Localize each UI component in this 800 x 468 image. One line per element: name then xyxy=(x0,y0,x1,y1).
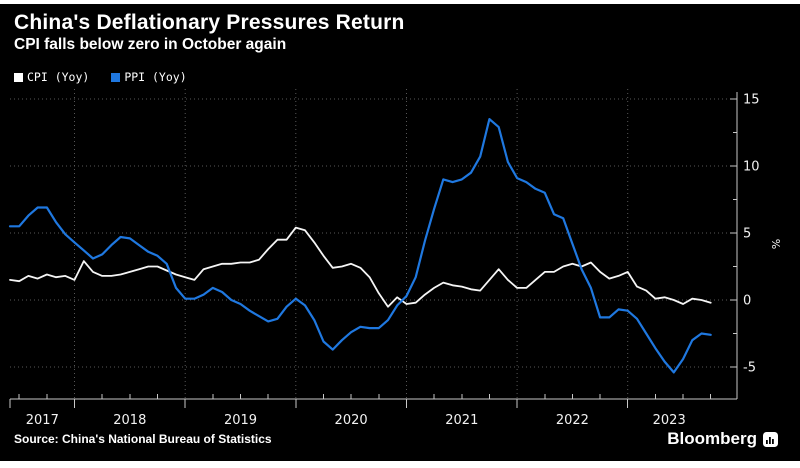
legend-label-cpi: CPI (Yoy) xyxy=(27,70,90,84)
y-tick-label: 5 xyxy=(743,227,751,242)
legend: CPI (Yoy) PPI (Yoy) xyxy=(14,70,187,84)
legend-item-ppi: PPI (Yoy) xyxy=(111,70,187,84)
x-tick-label: 2021 xyxy=(445,413,478,428)
gridlines xyxy=(10,89,737,399)
cpi-line xyxy=(9,226,712,308)
x-tick-label: 2023 xyxy=(653,413,686,428)
chart-subtitle: CPI falls below zero in October again xyxy=(14,36,287,53)
data-lines xyxy=(8,117,712,374)
y-tick-label: -5 xyxy=(743,361,756,376)
chart-title: China's Deflationary Pressures Return xyxy=(14,11,405,34)
axes xyxy=(10,92,738,400)
legend-label-ppi: PPI (Yoy) xyxy=(124,70,187,84)
legend-item-cpi: CPI (Yoy) xyxy=(14,70,89,84)
y-tick-label: 0 xyxy=(743,294,751,309)
x-tick-label: 2020 xyxy=(335,413,368,428)
x-tick-label: 2017 xyxy=(26,413,59,428)
x-tick-label: 2018 xyxy=(113,413,146,428)
chart-card: 15 10 5 0 -5% 2017 2018 2019 2020 2021 2022 2023 Ch… xyxy=(0,4,800,461)
axis-ticks xyxy=(9,98,737,408)
source-note: Source: China's National Bureau of Stati… xyxy=(14,432,272,446)
y-tick-label: 10 xyxy=(743,160,760,175)
bloomberg-chart-icon xyxy=(763,431,778,447)
y-tick-label: 15 xyxy=(743,93,760,108)
bloomberg-wordmark: Bloomberg xyxy=(667,429,757,448)
x-tick-label: 2019 xyxy=(224,413,257,428)
ppi-line xyxy=(8,117,712,374)
bloomberg-logo: Bloomberg xyxy=(667,429,778,449)
chart-canvas: 15 10 5 0 -5% 2017 2018 2019 2020 2021 2022 2023 xyxy=(8,89,782,429)
ppi-swatch-icon xyxy=(111,72,121,82)
axis-labels: 15 10 5 0 -5% 2017 2018 2019 2020 2021 2022 2023 xyxy=(26,93,782,429)
x-tick-label: 2022 xyxy=(556,413,589,428)
cpi-swatch-icon xyxy=(14,72,23,82)
y-axis-unit-label: % xyxy=(769,239,782,249)
